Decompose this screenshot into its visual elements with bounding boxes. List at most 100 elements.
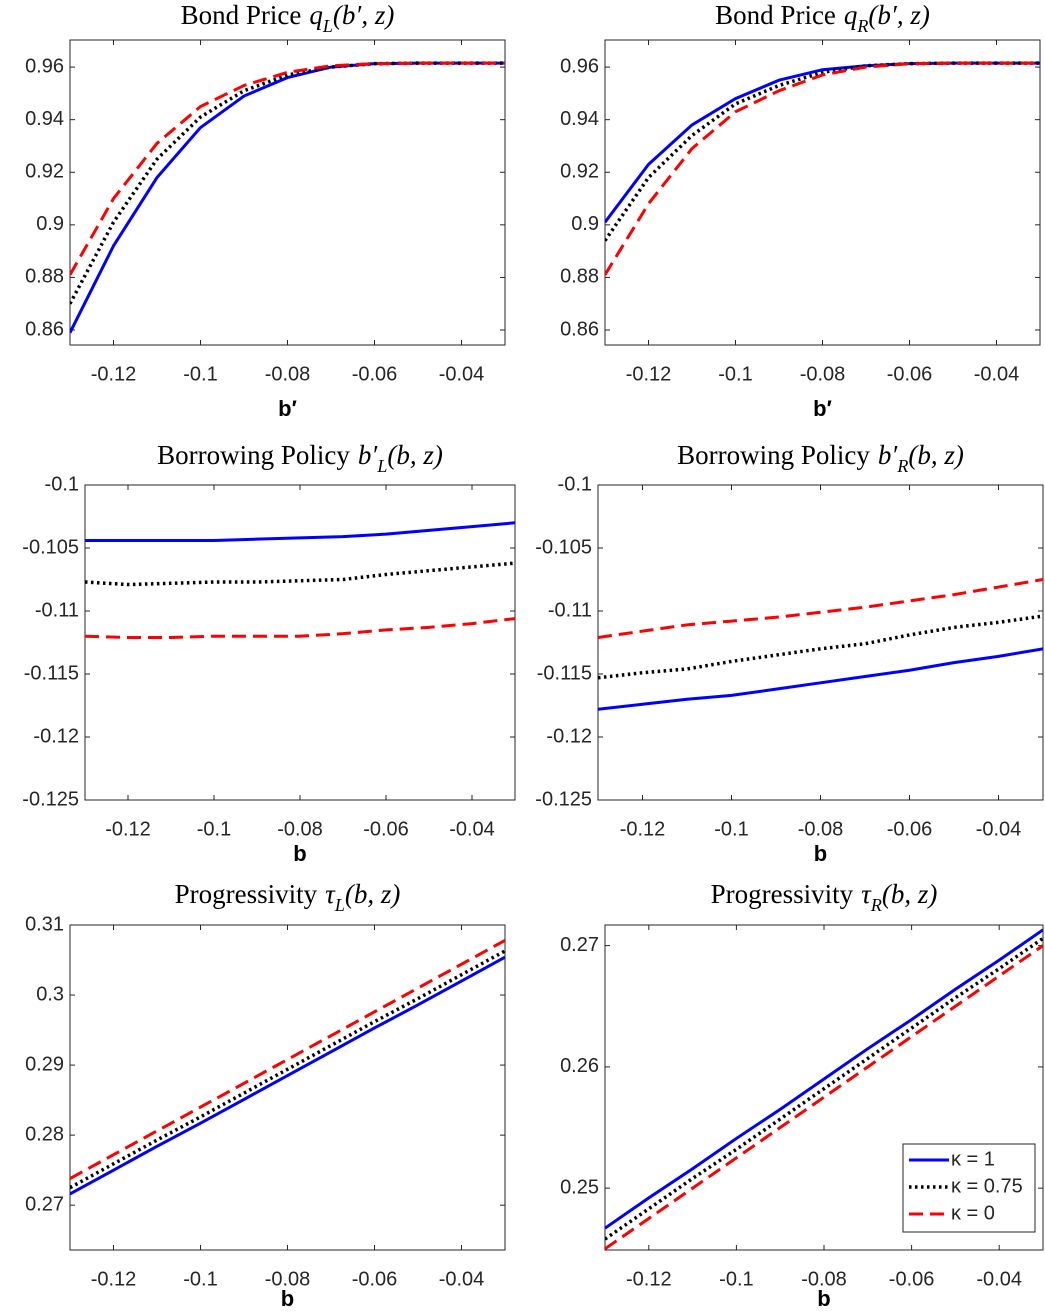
y-tick-label: -0.12 [546,725,592,747]
series-line [598,647,1043,711]
x-tick-label: -0.04 [439,363,485,385]
y-tick-label: -0.115 [537,662,592,684]
x-tick-label: -0.06 [887,818,933,840]
series-line [85,561,515,587]
panel-title: Progressivity τR(b, z) [711,879,938,915]
x-axis-label: b′ [813,396,832,421]
x-axis-label: b [281,1286,294,1311]
title-symbol: τ [325,879,336,909]
y-tick-label: -0.105 [535,536,592,558]
x-tick-label: -0.1 [714,818,748,840]
title-args: (b, z) [882,879,938,909]
x-tick-label: -0.08 [277,818,323,840]
x-tick-label: -0.12 [91,1268,137,1290]
series-line [605,61,1040,276]
y-tick-label: -0.1 [45,473,79,495]
y-tick-label: 0.86 [25,318,64,340]
series-line [605,928,1043,1230]
series-line [598,614,1043,680]
x-tick-label: -0.04 [976,1268,1022,1290]
x-tick-label: -0.04 [976,818,1022,840]
y-tick-label: 0.29 [25,1053,64,1075]
title-text: Borrowing Policy [677,440,870,470]
series-line [605,61,1040,224]
x-axis-label: b′ [278,396,297,421]
x-tick-label: -0.12 [626,1268,672,1290]
y-tick-label: 0.26 [560,1055,599,1077]
panel: Bond Price qR(b′, z) -0.12 -0.1 -0.08 -0.06 -0… [560,0,1041,421]
y-tick-label: 0.9 [571,213,599,235]
x-tick-label: -0.12 [626,363,672,385]
y-tick-label: -0.1 [558,473,592,495]
series-line [70,949,505,1190]
series-line [85,617,515,639]
title-text: Progressivity [175,879,318,909]
legend-label: κ = 1 [951,1148,995,1170]
title-subscript: R [870,895,882,915]
x-tick-label: -0.04 [974,363,1020,385]
title-subscript: L [376,456,387,476]
legend: κ = 1 κ = 0.75 κ = 0 [902,1143,1036,1233]
title-text: Bond Price [715,0,836,30]
y-tick-label: 0.88 [560,266,599,288]
x-tick-label: -0.1 [183,363,217,385]
panel-title: Bond Price qR(b′, z) [715,0,930,36]
x-axis-label: b [293,841,306,866]
title-symbol: q [309,0,323,30]
title-symbol: b′ [358,440,379,470]
x-tick-label: -0.12 [105,818,151,840]
x-tick-label: -0.12 [91,363,137,385]
y-tick-label: 0.94 [560,108,599,130]
y-tick-label: 0.27 [560,934,599,956]
title-subscript: R [856,16,868,36]
title-args: (b′, z) [333,0,394,30]
title-text: Borrowing Policy [157,440,350,470]
x-axis-label: b [814,841,827,866]
y-tick-label: -0.11 [548,599,592,621]
series-line [70,61,505,276]
title-symbol: τ [861,879,872,909]
panel: Bond Price qL(b′, z) -0.12 -0.1 -0.08 -0.06 -0… [25,0,506,421]
x-tick-label: -0.06 [887,363,933,385]
x-tick-label: -0.08 [265,1268,311,1290]
y-tick-label: 0.94 [25,108,64,130]
x-tick-label: -0.1 [183,1268,217,1290]
x-tick-label: -0.06 [363,818,409,840]
panel: Borrowing Policy b′R(b, z) -0.12 -0.1 -0.08 -… [535,440,1044,866]
y-tick-label: -0.125 [22,788,79,810]
x-tick-label: -0.1 [718,363,752,385]
x-tick-label: -0.08 [800,363,846,385]
title-subscript: R [896,456,908,476]
legend-label: κ = 0.75 [951,1175,1023,1197]
y-tick-label: -0.12 [33,725,79,747]
title-text: Bond Price [181,0,302,30]
series-line [70,939,505,1180]
x-tick-label: -0.1 [719,1268,753,1290]
axes-box [69,924,506,1251]
series-line [70,955,505,1196]
y-tick-label: 0.96 [560,55,599,77]
y-tick-label: -0.125 [535,788,592,810]
series-line [605,936,1043,1241]
y-tick-label: 0.25 [560,1176,599,1198]
y-tick-label: 0.92 [25,161,64,183]
title-symbol: b′ [878,440,899,470]
panel: Progressivity τR(b, z) -0.12 -0.1 -0.08 -0.06… [560,879,1044,1311]
y-tick-label: 0.9 [36,213,64,235]
x-tick-label: -0.08 [798,818,844,840]
series-line [605,944,1043,1250]
x-tick-label: -0.06 [352,363,398,385]
title-symbol: q [844,0,858,30]
series-line [605,61,1040,242]
y-tick-label: 0.3 [36,983,64,1005]
y-tick-label: 0.96 [25,55,64,77]
x-tick-label: -0.06 [889,1268,935,1290]
y-tick-label: 0.31 [25,913,64,935]
y-tick-label: 0.86 [560,318,599,340]
x-tick-label: -0.08 [265,363,311,385]
title-args: (b′, z) [868,0,929,30]
title-subscript: L [322,16,333,36]
series-line [70,61,505,305]
x-tick-label: -0.1 [197,818,231,840]
